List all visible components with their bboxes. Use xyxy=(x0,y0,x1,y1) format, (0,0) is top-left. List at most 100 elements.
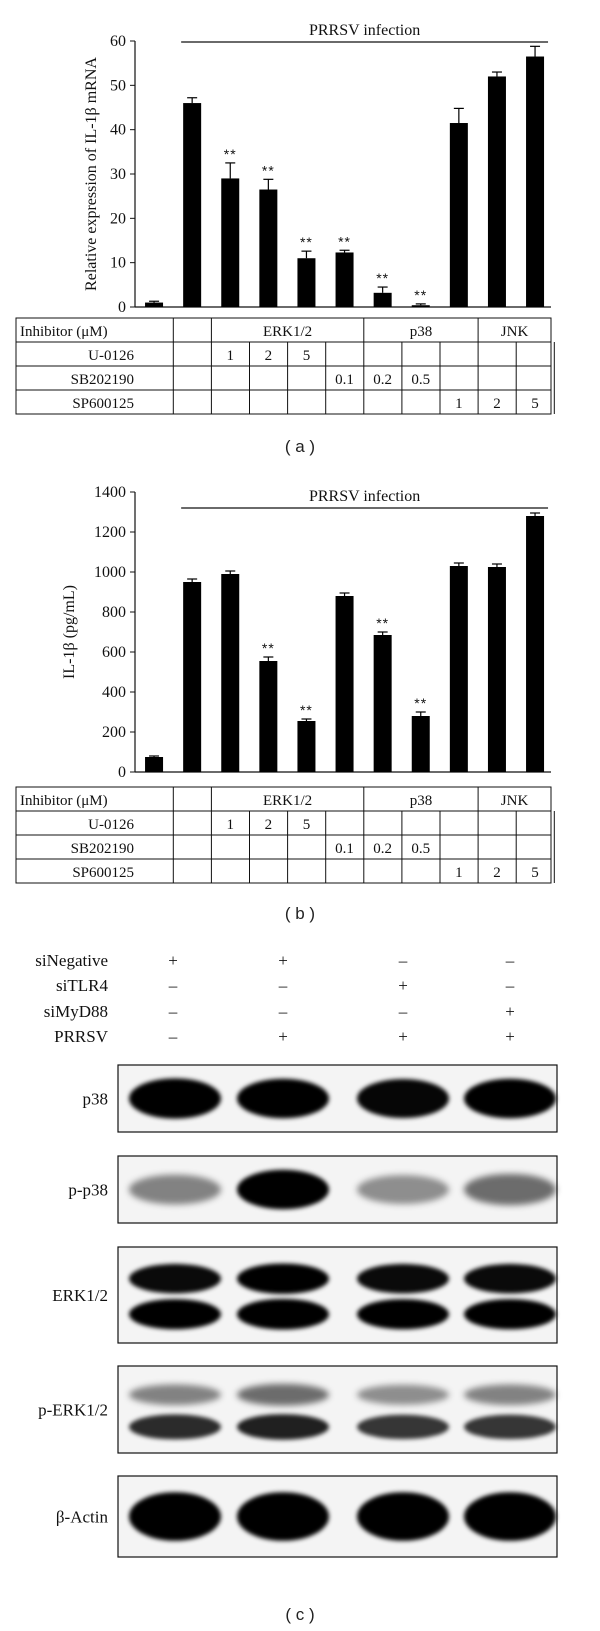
table-cell: 1 xyxy=(455,396,463,412)
bar xyxy=(183,103,202,307)
blot-band xyxy=(129,1174,221,1205)
blot-band xyxy=(357,1079,449,1118)
bar xyxy=(335,252,354,307)
significance-mark: ** xyxy=(376,615,389,631)
table-cell: 2 xyxy=(493,396,501,412)
y-tick-label: 1200 xyxy=(94,524,126,541)
significance-mark: ** xyxy=(414,287,427,303)
condition-sign: + xyxy=(278,1027,288,1046)
table-cell: 1 xyxy=(227,348,235,364)
table-cell: 2 xyxy=(265,348,273,364)
y-tick-label: 200 xyxy=(102,724,126,741)
condition-sign: – xyxy=(168,976,178,995)
bar xyxy=(259,189,278,307)
table-cell: 5 xyxy=(531,865,539,881)
bar-chart-a: 0 10 20 30 40 50 60 Relative expression of IL-1… xyxy=(15,22,555,456)
blot-band xyxy=(464,1492,556,1541)
y-tick-label: 800 xyxy=(102,604,126,621)
significance-mark: ** xyxy=(414,695,427,711)
blot-label: p-ERK1/2 xyxy=(38,1401,108,1420)
table-cell: 0.1 xyxy=(335,372,354,388)
table-row-label: U-0126 xyxy=(88,348,134,364)
y-tick-label: 60 xyxy=(110,33,126,50)
bar xyxy=(526,516,545,772)
bar xyxy=(297,721,316,772)
blot-band xyxy=(129,1492,221,1541)
table-row-label: SB202190 xyxy=(71,841,134,857)
bar xyxy=(411,716,430,772)
y-axis-label: Relative expression of IL-1β mRNA xyxy=(83,57,100,291)
table-cell: 0.5 xyxy=(411,841,430,857)
y-tick-label: 1000 xyxy=(94,564,126,581)
condition-sign: + xyxy=(398,976,408,995)
y-tick-label: 10 xyxy=(110,255,126,272)
y-tick-label: 600 xyxy=(102,644,126,661)
blot-label: β-Actin xyxy=(56,1508,109,1527)
table-cell: 1 xyxy=(227,817,235,833)
panel-label: ( a ) xyxy=(285,437,315,456)
condition-sign: + xyxy=(505,1027,515,1046)
panel-label: ( b ) xyxy=(285,904,315,923)
blot-band xyxy=(129,1384,221,1406)
blot-ERK1/2: ERK1/2 xyxy=(52,1246,558,1344)
table-group-label: JNK xyxy=(501,324,529,340)
table-cell: 5 xyxy=(531,396,539,412)
bar xyxy=(449,566,468,772)
condition-label: siTLR4 xyxy=(56,976,108,995)
blot-band xyxy=(464,1078,556,1119)
inhibitor-table: Inhibitor (μM) ERK1/2 p38 JNK U-0126 1 2 5 SB202… xyxy=(15,786,555,884)
bar xyxy=(297,258,316,307)
bar xyxy=(221,178,240,307)
blot-band xyxy=(237,1298,329,1330)
bar-chart-b: 0 200 400 600 800 1000 1200 1400 IL-1β (pg/mL) PR… xyxy=(15,484,555,923)
y-tick-label: 400 xyxy=(102,684,126,701)
condition-label: PRRSV xyxy=(54,1027,109,1046)
table-group-label: JNK xyxy=(501,793,529,809)
condition-sign: – xyxy=(505,951,515,970)
table-group-label: p38 xyxy=(410,793,433,809)
significance-mark: ** xyxy=(262,640,275,656)
table-cell: 2 xyxy=(265,817,273,833)
blot-p38: p38 xyxy=(83,1064,558,1133)
significance-mark: ** xyxy=(224,146,237,162)
table-row-label: SP600125 xyxy=(72,865,134,881)
table-row-label: U-0126 xyxy=(88,817,134,833)
blot-band xyxy=(129,1414,221,1440)
condition-sign: – xyxy=(278,1002,288,1021)
table-cell: 5 xyxy=(303,817,311,833)
bar xyxy=(526,56,545,308)
blot-p-p38: p-p38 xyxy=(68,1155,558,1224)
table-cell: 0.2 xyxy=(373,372,392,388)
infection-label: PRRSV infection xyxy=(309,488,420,505)
y-tick-label: 50 xyxy=(110,77,126,94)
condition-sign: – xyxy=(505,976,515,995)
table-cell: 5 xyxy=(303,348,311,364)
table-row-label: SB202190 xyxy=(71,372,134,388)
blot-band xyxy=(237,1414,329,1440)
blot-p-ERK1/2: p-ERK1/2 xyxy=(38,1365,558,1454)
blot-frame xyxy=(117,1365,558,1454)
condition-sign: – xyxy=(398,1002,408,1021)
blot-band xyxy=(237,1169,329,1210)
y-tick-label: 40 xyxy=(110,122,126,139)
y-tick-label: 0 xyxy=(118,299,126,316)
bar xyxy=(373,292,392,307)
condition-label: siMyD88 xyxy=(44,1002,108,1021)
blot-band xyxy=(357,1175,449,1204)
table-group-label: ERK1/2 xyxy=(263,324,312,340)
bar xyxy=(221,574,240,772)
blot-band xyxy=(357,1299,449,1330)
blot-band xyxy=(237,1383,329,1406)
table-cell: 2 xyxy=(493,865,501,881)
table-cell: 0.5 xyxy=(411,372,430,388)
infection-label: PRRSV infection xyxy=(309,22,420,39)
y-tick-label: 1400 xyxy=(94,484,126,501)
blot-label: p38 xyxy=(83,1090,109,1109)
blot-label: p-p38 xyxy=(68,1181,108,1200)
significance-mark: ** xyxy=(338,233,351,249)
panel-label: ( c ) xyxy=(285,1605,314,1624)
bar xyxy=(487,76,506,307)
blot-band xyxy=(129,1299,221,1330)
blot-band xyxy=(357,1492,449,1541)
